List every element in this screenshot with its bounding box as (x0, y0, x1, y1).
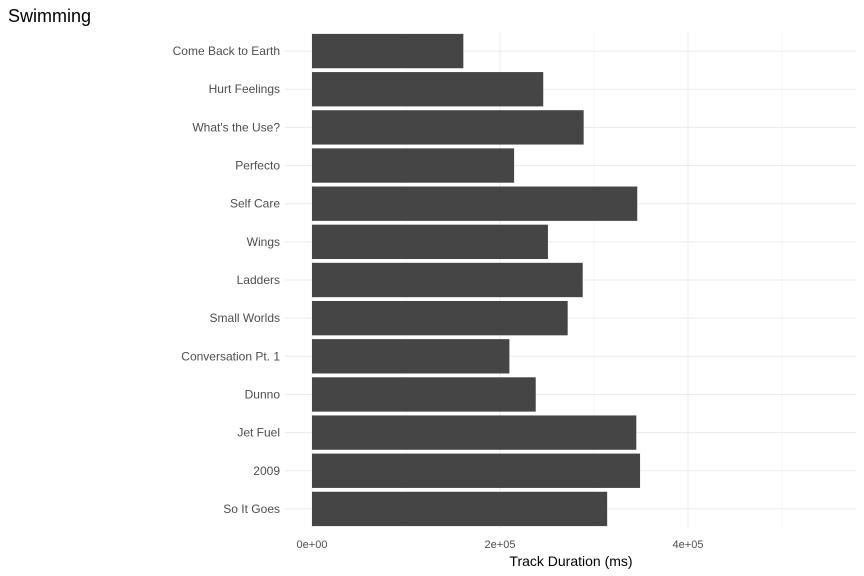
category-label: Perfecto (235, 159, 280, 173)
bar (312, 415, 637, 450)
x-tick-label: 4e+05 (673, 539, 704, 551)
category-label: Small Worlds (210, 311, 280, 325)
bar (312, 377, 536, 412)
category-label: Hurt Feelings (209, 82, 280, 96)
category-label: Self Care (230, 197, 280, 211)
bar (312, 453, 641, 488)
category-label: Dunno (245, 387, 281, 401)
category-label: Ladders (237, 273, 280, 287)
category-label: Come Back to Earth (173, 44, 280, 58)
bar (312, 262, 583, 298)
bar (312, 491, 608, 527)
bar (312, 186, 638, 221)
category-label: Wings (247, 235, 280, 249)
category-label: What's the Use? (192, 120, 280, 134)
category-label: 2009 (253, 464, 280, 478)
bar (312, 72, 544, 107)
x-tick-label: 0e+00 (297, 539, 328, 551)
category-label: Conversation Pt. 1 (181, 349, 280, 363)
x-tick-labels: 0e+00 2e+05 4e+05 (297, 539, 704, 551)
bar (312, 339, 510, 374)
bar (312, 224, 548, 260)
bar (312, 148, 515, 183)
bars (312, 33, 641, 527)
x-axis-title: Track Duration (ms) (509, 553, 632, 569)
x-tick-label: 2e+05 (485, 539, 516, 551)
bar (312, 300, 568, 336)
category-label: Jet Fuel (237, 426, 280, 440)
bar (312, 110, 584, 145)
category-labels: Come Back to Earth Hurt Feelings What's th… (173, 44, 281, 516)
chart-title: Swimming (8, 6, 91, 26)
bar (312, 33, 464, 69)
category-label: So It Goes (223, 502, 280, 516)
